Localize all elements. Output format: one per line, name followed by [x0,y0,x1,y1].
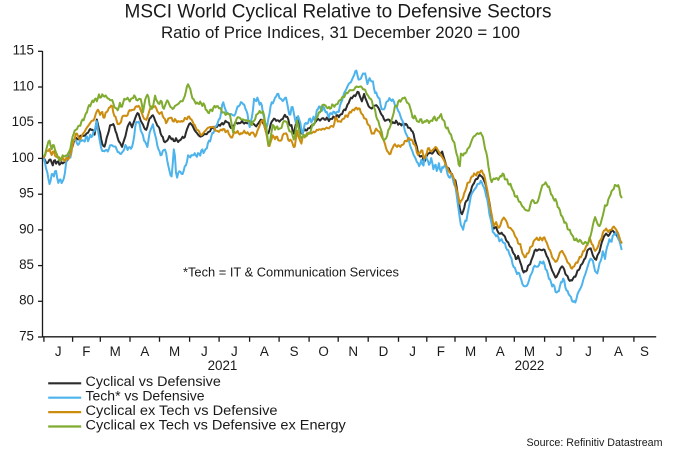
svg-text:A: A [614,344,623,359]
svg-text:75: 75 [19,328,34,343]
svg-text:Tech* vs Defensive: Tech* vs Defensive [86,389,205,404]
svg-text:MSCI World Cyclical Relative t: MSCI World Cyclical Relative to Defensiv… [125,1,552,23]
svg-text:95: 95 [19,186,34,201]
svg-text:115: 115 [13,43,34,58]
svg-text:M: M [465,344,476,359]
svg-text:105: 105 [12,114,34,129]
svg-text:A: A [260,344,269,359]
svg-text:85: 85 [19,257,34,272]
svg-text:Cyclical ex Tech vs Defensive: Cyclical ex Tech vs Defensive ex Energy [86,417,347,432]
svg-text:F: F [437,344,445,359]
svg-text:D: D [379,344,389,359]
svg-text:F: F [82,344,90,359]
svg-text:J: J [409,344,416,359]
svg-text:80: 80 [19,293,34,308]
svg-text:Cyclical vs Defensive: Cyclical vs Defensive [86,374,221,389]
svg-text:A: A [496,344,505,359]
svg-text:Cyclical ex Tech vs Defensive: Cyclical ex Tech vs Defensive [86,403,278,418]
svg-text:J: J [585,344,592,359]
svg-text:100: 100 [12,150,34,165]
svg-text:A: A [140,344,149,359]
svg-text:J: J [231,344,238,359]
svg-text:90: 90 [19,221,34,236]
svg-text:S: S [640,344,649,359]
svg-text:110: 110 [13,78,34,93]
svg-text:M: M [169,344,180,359]
svg-text:J: J [55,344,62,359]
svg-text:Ratio of Price Indices, 31 Dec: Ratio of Price Indices, 31 December 2020… [161,24,520,42]
svg-text:M: M [524,344,535,359]
svg-text:*Tech = IT & Communication Ser: *Tech = IT & Communication Services [183,266,399,280]
svg-text:N: N [348,344,358,359]
svg-text:J: J [201,344,208,359]
svg-text:J: J [556,344,563,359]
svg-text:Source: Refinitiv Datastream: Source: Refinitiv Datastream [527,437,663,449]
svg-text:M: M [110,344,121,359]
svg-text:O: O [318,344,328,359]
svg-text:2022: 2022 [515,358,545,373]
svg-text:S: S [290,344,299,359]
svg-text:2021: 2021 [208,358,238,373]
